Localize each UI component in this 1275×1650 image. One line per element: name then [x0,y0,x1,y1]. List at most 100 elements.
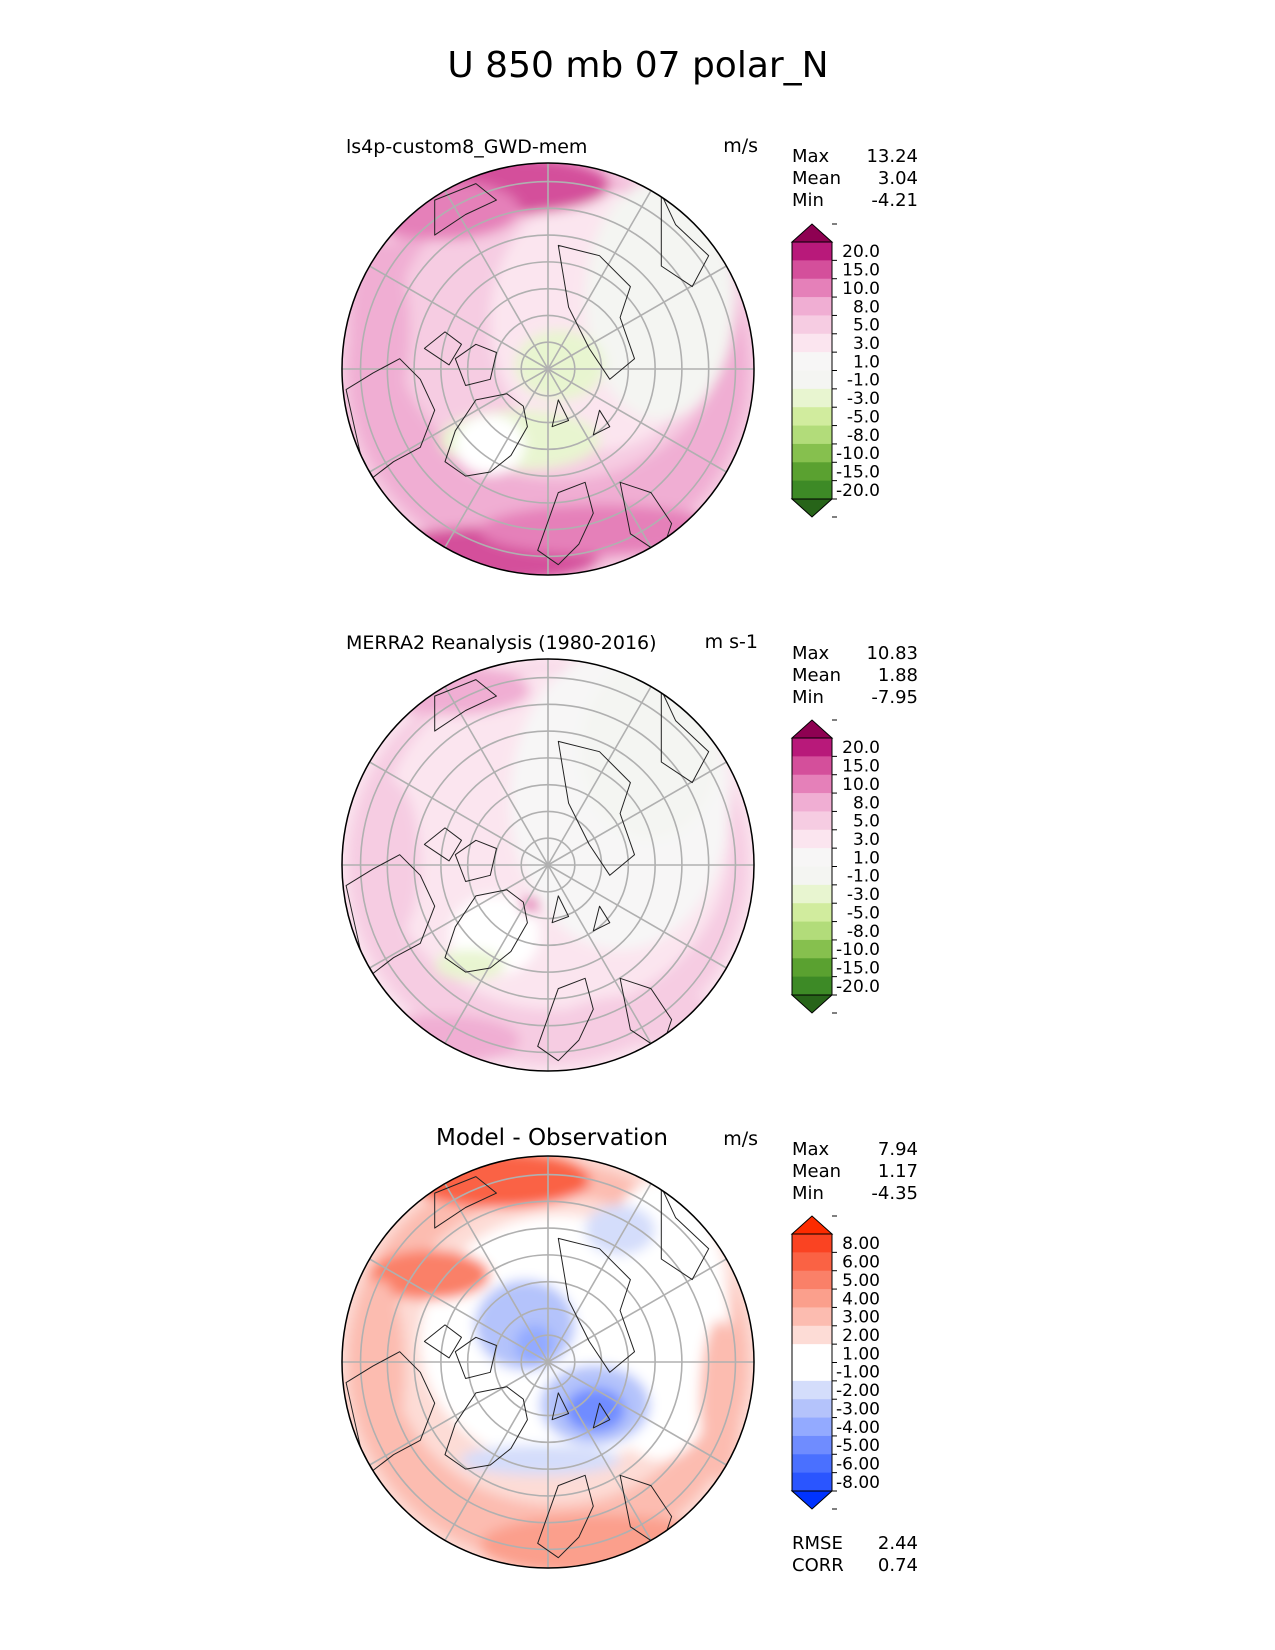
coastline [434,1176,497,1229]
colorbar-band [792,866,832,886]
metric-label: CORR [792,1555,844,1576]
colorbar-band [792,958,832,978]
colorbar-band [792,388,832,408]
meridian-line [444,864,549,1044]
colorbar-tick-label: 1.0 [853,848,880,868]
meridian-line [547,1258,727,1363]
coastline [345,1351,436,1476]
coastline [592,409,611,436]
stat-value: -7.95 [871,687,918,708]
colorbar-band [792,425,832,445]
colorbar-band [792,1344,832,1363]
coastline [557,244,635,380]
colorbar-tick-label: -10.0 [836,444,880,464]
meridian-line [369,265,549,370]
coastline [454,343,497,386]
coastline [660,193,710,288]
colorbar-band [792,1234,832,1253]
coastline [444,1386,528,1470]
colorbar-observation: 20.015.010.08.05.03.01.0-1.0-3.0-5.0-8.0… [790,719,880,1014]
colorbar-tick-label: 3.0 [853,334,880,354]
colorbar-tick-label: 20.0 [842,242,880,262]
colorbar-band [792,793,832,812]
stat-label: Mean [792,1161,841,1182]
panel-observation: MERRA2 Reanalysis (1980-2016) m s-1 Max [341,631,918,1072]
colorbar-band [792,315,832,335]
stat-value: 3.04 [878,168,918,189]
meridian-line [444,1183,549,1363]
coastline [551,895,570,924]
colorbar-band [792,1362,832,1382]
panel-difference-units: m/s [723,1128,758,1150]
coastline [454,839,497,882]
colorbar-extend-max [790,223,834,243]
colorbar-band [792,884,832,904]
colorbar-tick-label: -5.00 [836,1436,880,1456]
colorbar-band [792,1252,832,1272]
metric-value: 2.44 [878,1533,918,1554]
map-overlay-observation [342,659,754,1071]
colorbar-tick-label: 5.0 [853,812,880,832]
meridian-line [547,1361,727,1466]
stat-label: Min [792,687,824,708]
meridian-line [369,761,549,866]
meridian-line [547,686,652,866]
meridian-line [369,368,549,473]
coastline [557,1237,635,1373]
colorbar-band [792,829,832,849]
colorbar-band [792,1380,832,1400]
colorbar-tick-label: -4.00 [836,1418,880,1438]
colorbar-model: 20.015.010.08.05.03.01.0-1.0-3.0-5.0-8.0… [790,223,880,518]
colorbar-tick-label: 6.00 [842,1253,880,1273]
panel-difference: Model - Observation m/s [341,1125,918,1576]
colorbar-tick-label: -8.0 [847,426,880,446]
colorbar-band [792,297,832,316]
coastline [537,1474,594,1559]
colorbar-band [792,462,832,482]
stat-value: 7.94 [878,1139,918,1160]
panel-model-units: m/s [723,135,758,157]
colorbar-band [792,443,832,463]
coastline [660,1186,710,1281]
stat-value: -4.35 [871,1183,918,1204]
colorbar-band [792,811,832,831]
colorbar-band [792,774,832,794]
coastline [592,1402,611,1429]
coastline [592,905,611,932]
colorbar-band [792,1417,832,1437]
colorbar-tick-label: 2.00 [842,1326,880,1346]
colorbar-extend-min [790,498,834,518]
meridian-line [444,368,549,548]
colorbar-tick-label: -1.0 [847,371,880,391]
stat-label: Max [792,643,830,664]
figure-title: U 850 mb 07 polar_N [447,45,828,86]
metrics-difference: RMSE 2.44 CORR 0.74 [792,1533,918,1576]
colorbar-band [792,1435,832,1455]
stat-value: 10.83 [866,643,918,664]
colorbar-band [792,333,832,353]
colorbar-band [792,1454,832,1474]
map-boundary-model [341,162,755,576]
colorbar-tick-label: 1.0 [853,352,880,372]
colorbar-tick-label: -6.00 [836,1454,880,1474]
stat-label: Min [792,190,824,211]
meridian-line [369,864,549,969]
coastline [660,689,710,784]
colorbar-tick-label: 8.0 [853,793,880,813]
panel-observation-title: MERRA2 Reanalysis (1980-2016) [346,632,657,654]
colorbar-tick-label: 4.00 [842,1289,880,1309]
stat-label: Min [792,1183,824,1204]
metric-value: 0.74 [878,1555,918,1576]
colorbar-extend-max [790,719,834,739]
stat-value: -4.21 [871,190,918,211]
stats-observation: Max 10.83 Mean 1.88 Min -7.95 [792,643,918,708]
colorbar-tick-label: 15.0 [842,261,880,281]
colorbar-tick-label: -8.00 [836,1473,880,1493]
colorbar-band [792,370,832,390]
coastline [434,679,497,732]
meridian-line [444,190,549,370]
colorbar-tick-label: -10.0 [836,940,880,960]
colorbar-band [792,1270,832,1290]
colorbar-difference: 8.006.005.004.003.002.001.00-1.00-2.00-3… [790,1215,880,1510]
colorbar-tick-label: 20.0 [842,738,880,758]
